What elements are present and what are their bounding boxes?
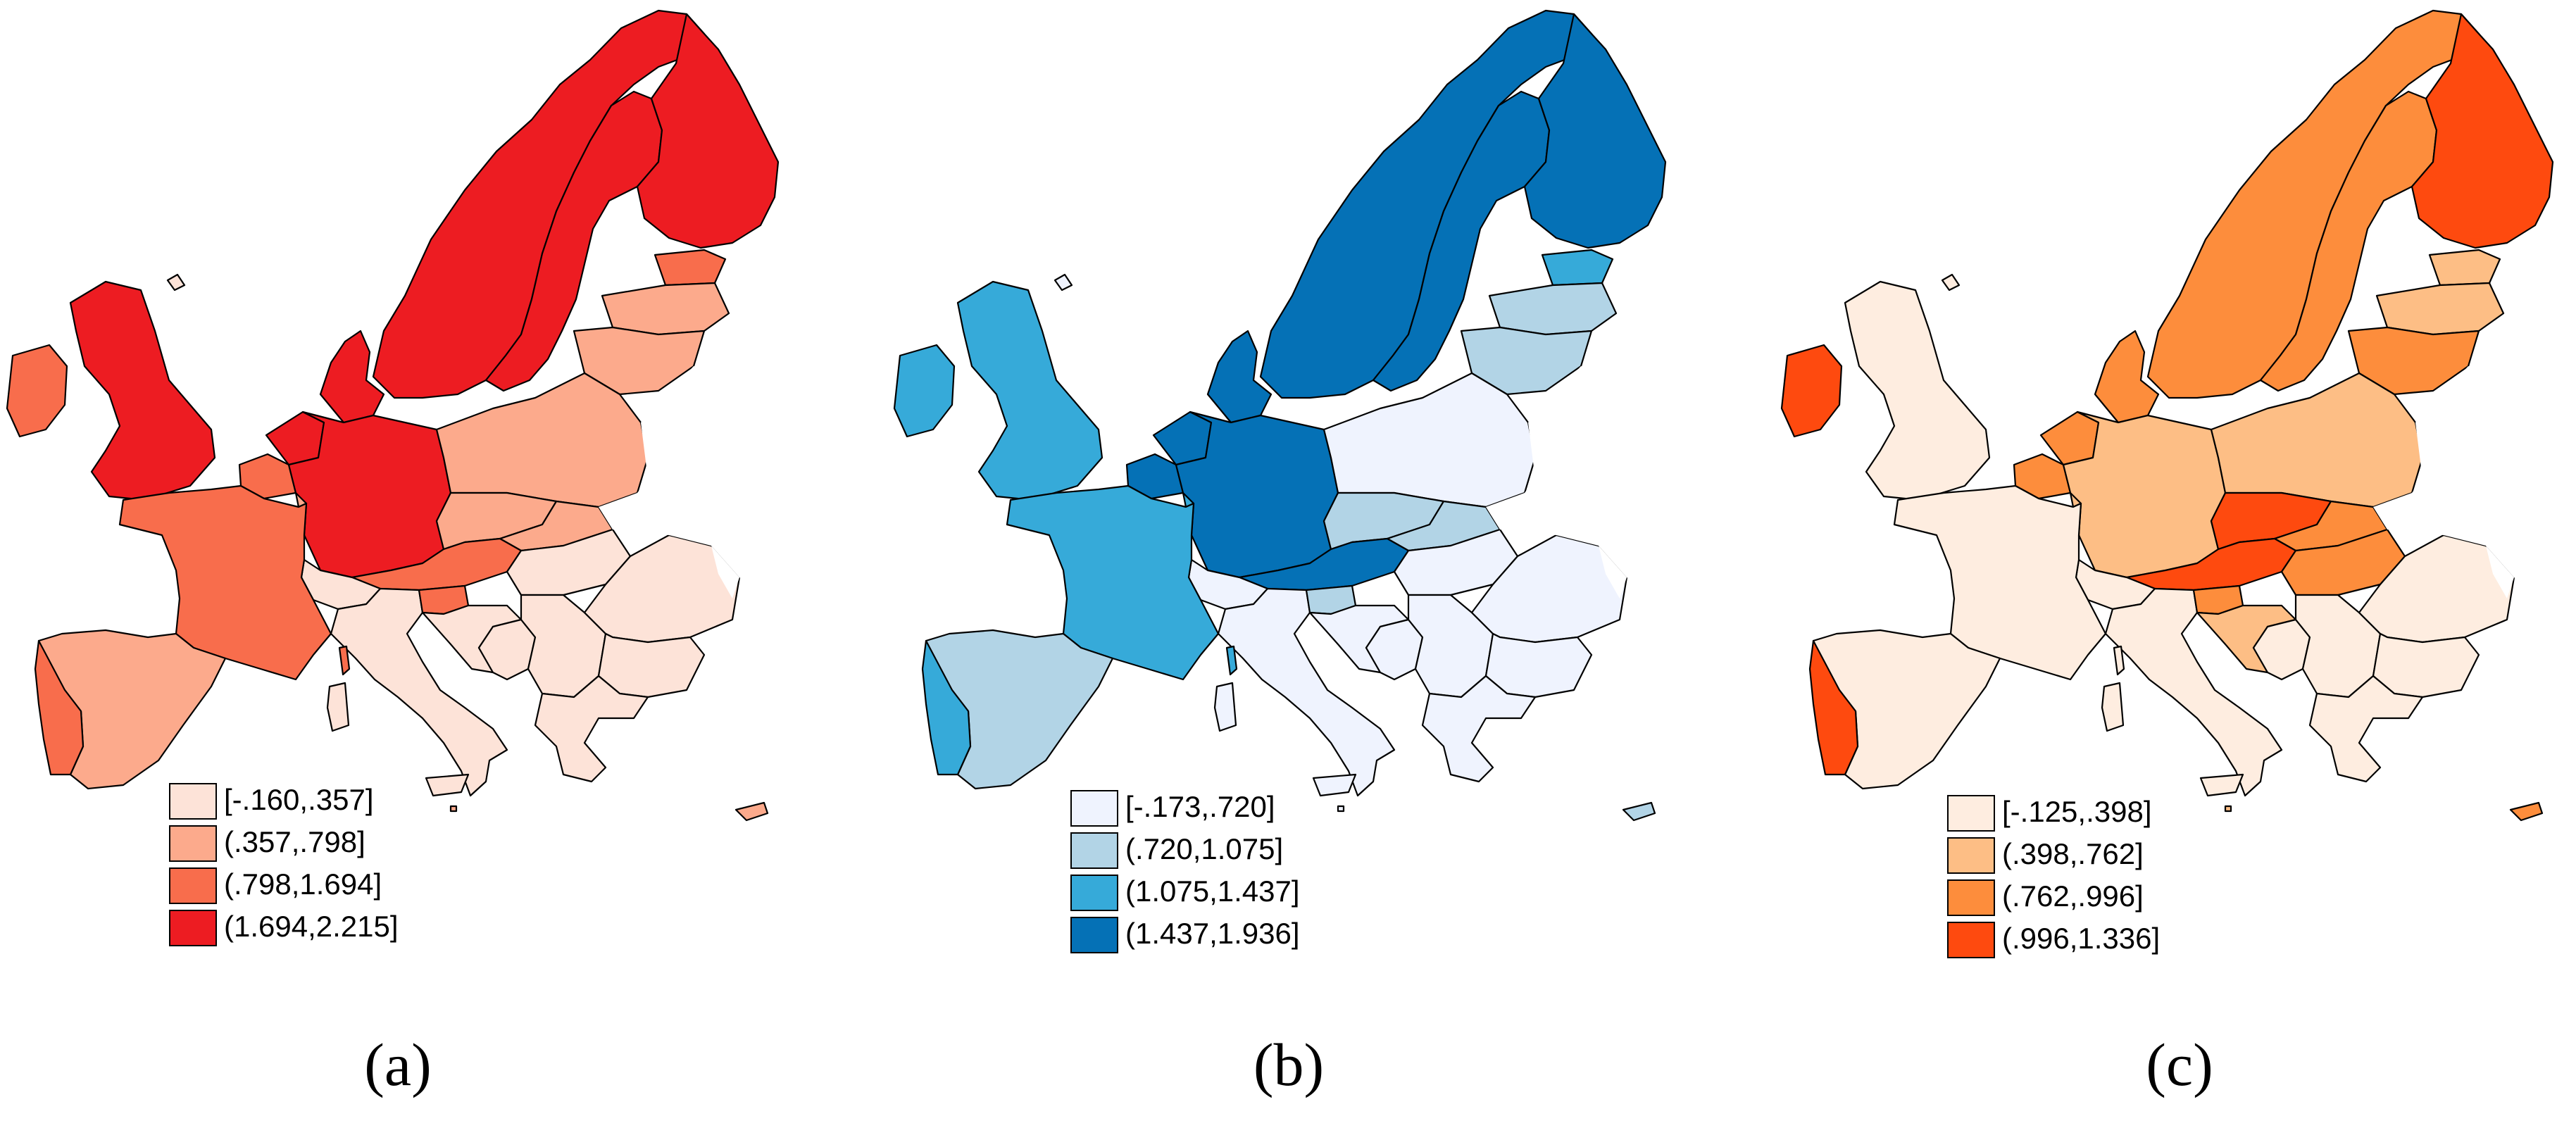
region-sar [1213, 682, 1237, 732]
region-ice [1053, 273, 1073, 292]
region-prt [1808, 639, 1859, 776]
legend-label: (1.075,1.437] [1125, 875, 1300, 908]
region-pol [2210, 372, 2424, 508]
region-est [1541, 249, 1614, 287]
legend-label: [-.125,.398] [2002, 795, 2152, 828]
region-cor [338, 645, 351, 676]
region-fra [118, 484, 332, 681]
region-irl [6, 344, 68, 438]
region-fin [636, 13, 780, 249]
region-ice [166, 273, 186, 292]
legend-swatch [1947, 879, 1995, 916]
legend-label: (.398,.762] [2002, 837, 2144, 870]
region-rou [583, 534, 741, 644]
legend-swatch [1070, 832, 1118, 869]
region-blr [2415, 366, 2535, 493]
legend-label: (.720,1.075] [1125, 832, 1284, 865]
legend-swatch [1070, 917, 1118, 953]
region-cyp [1622, 801, 1656, 822]
region-nld [2039, 411, 2100, 466]
legend-label: (.996,1.336] [2002, 922, 2161, 955]
legend-label: (.357,.798] [224, 825, 365, 858]
region-cyp [2509, 801, 2544, 822]
region-rou [1470, 534, 1628, 644]
region-ukr [2373, 479, 2576, 599]
legend-label: (.762,.996] [2002, 879, 2144, 913]
region-ita [330, 587, 508, 797]
region-sar [326, 682, 350, 732]
region-gbr [956, 280, 1103, 501]
region-ita [2104, 587, 2283, 797]
region-bgr [2372, 632, 2480, 698]
region-lva [601, 282, 730, 336]
region-sic [425, 773, 470, 797]
legend-swatch [1070, 790, 1118, 827]
region-grc [534, 675, 649, 783]
region-irl [893, 344, 956, 438]
region-grc [2308, 675, 2424, 783]
region-pol [435, 372, 649, 508]
region-mda [711, 546, 739, 599]
region-ita [1217, 587, 1396, 797]
region-ukr [1486, 479, 1704, 599]
region-sic [2199, 773, 2244, 797]
legend-swatch [169, 783, 217, 820]
region-mlt [1337, 805, 1345, 813]
region-lva [2375, 282, 2505, 336]
map-panel-b [887, 0, 1746, 1128]
panel-caption-b: (b) [1253, 1031, 1325, 1098]
choropleth-map-b [893, 9, 1704, 822]
legend-label: (1.437,1.936] [1125, 917, 1300, 950]
region-est [2428, 249, 2501, 287]
region-mlt [2224, 805, 2232, 813]
panel-caption-a: (a) [364, 1031, 432, 1098]
legend-label: [-.173,.720] [1125, 790, 1275, 823]
region-lva [1488, 282, 1618, 336]
region-gbr [1844, 280, 1991, 501]
region-est [654, 249, 727, 287]
region-prt [921, 639, 972, 776]
map-panel-a [0, 0, 858, 1128]
region-irl [1780, 344, 1843, 438]
region-mda [1599, 546, 1627, 599]
panel-caption-c: (c) [2146, 1031, 2213, 1098]
region-pol [1323, 372, 1537, 508]
region-nld [1152, 411, 1213, 466]
legend-swatch [1947, 837, 1995, 874]
region-prt [34, 639, 85, 776]
legend-swatch [1947, 922, 1995, 958]
region-blr [641, 366, 761, 493]
legend-swatch [169, 867, 217, 904]
region-fra [1006, 484, 1220, 681]
region-sic [1312, 773, 1357, 797]
choropleth-map-c [1780, 9, 2576, 822]
region-gbr [69, 280, 216, 501]
legend-swatch [1070, 875, 1118, 911]
region-ice [1941, 273, 1961, 292]
legend-swatch [169, 910, 217, 946]
region-cor [2113, 645, 2125, 676]
region-fin [1523, 13, 1667, 249]
region-bgr [597, 632, 706, 698]
region-fin [2411, 13, 2554, 249]
legend-swatch [1947, 795, 1995, 832]
legend-label: (.798,1.694] [224, 867, 382, 901]
legend-label: (1.694,2.215] [224, 910, 399, 943]
region-cyp [734, 801, 769, 822]
region-cor [1225, 645, 1238, 676]
legend-label: [-.160,.357] [224, 783, 374, 816]
region-nld [265, 411, 325, 466]
map-panel-c [1775, 0, 2576, 1128]
region-bgr [1484, 632, 1593, 698]
region-sar [2101, 682, 2125, 732]
region-grc [1421, 675, 1537, 783]
region-mda [2486, 546, 2514, 599]
region-blr [1528, 366, 1648, 493]
region-fra [1893, 484, 2107, 681]
region-rou [2358, 534, 2515, 644]
region-ukr [599, 479, 817, 599]
legend-swatch [169, 825, 217, 862]
region-mlt [449, 805, 458, 813]
choropleth-map-a [6, 9, 817, 822]
